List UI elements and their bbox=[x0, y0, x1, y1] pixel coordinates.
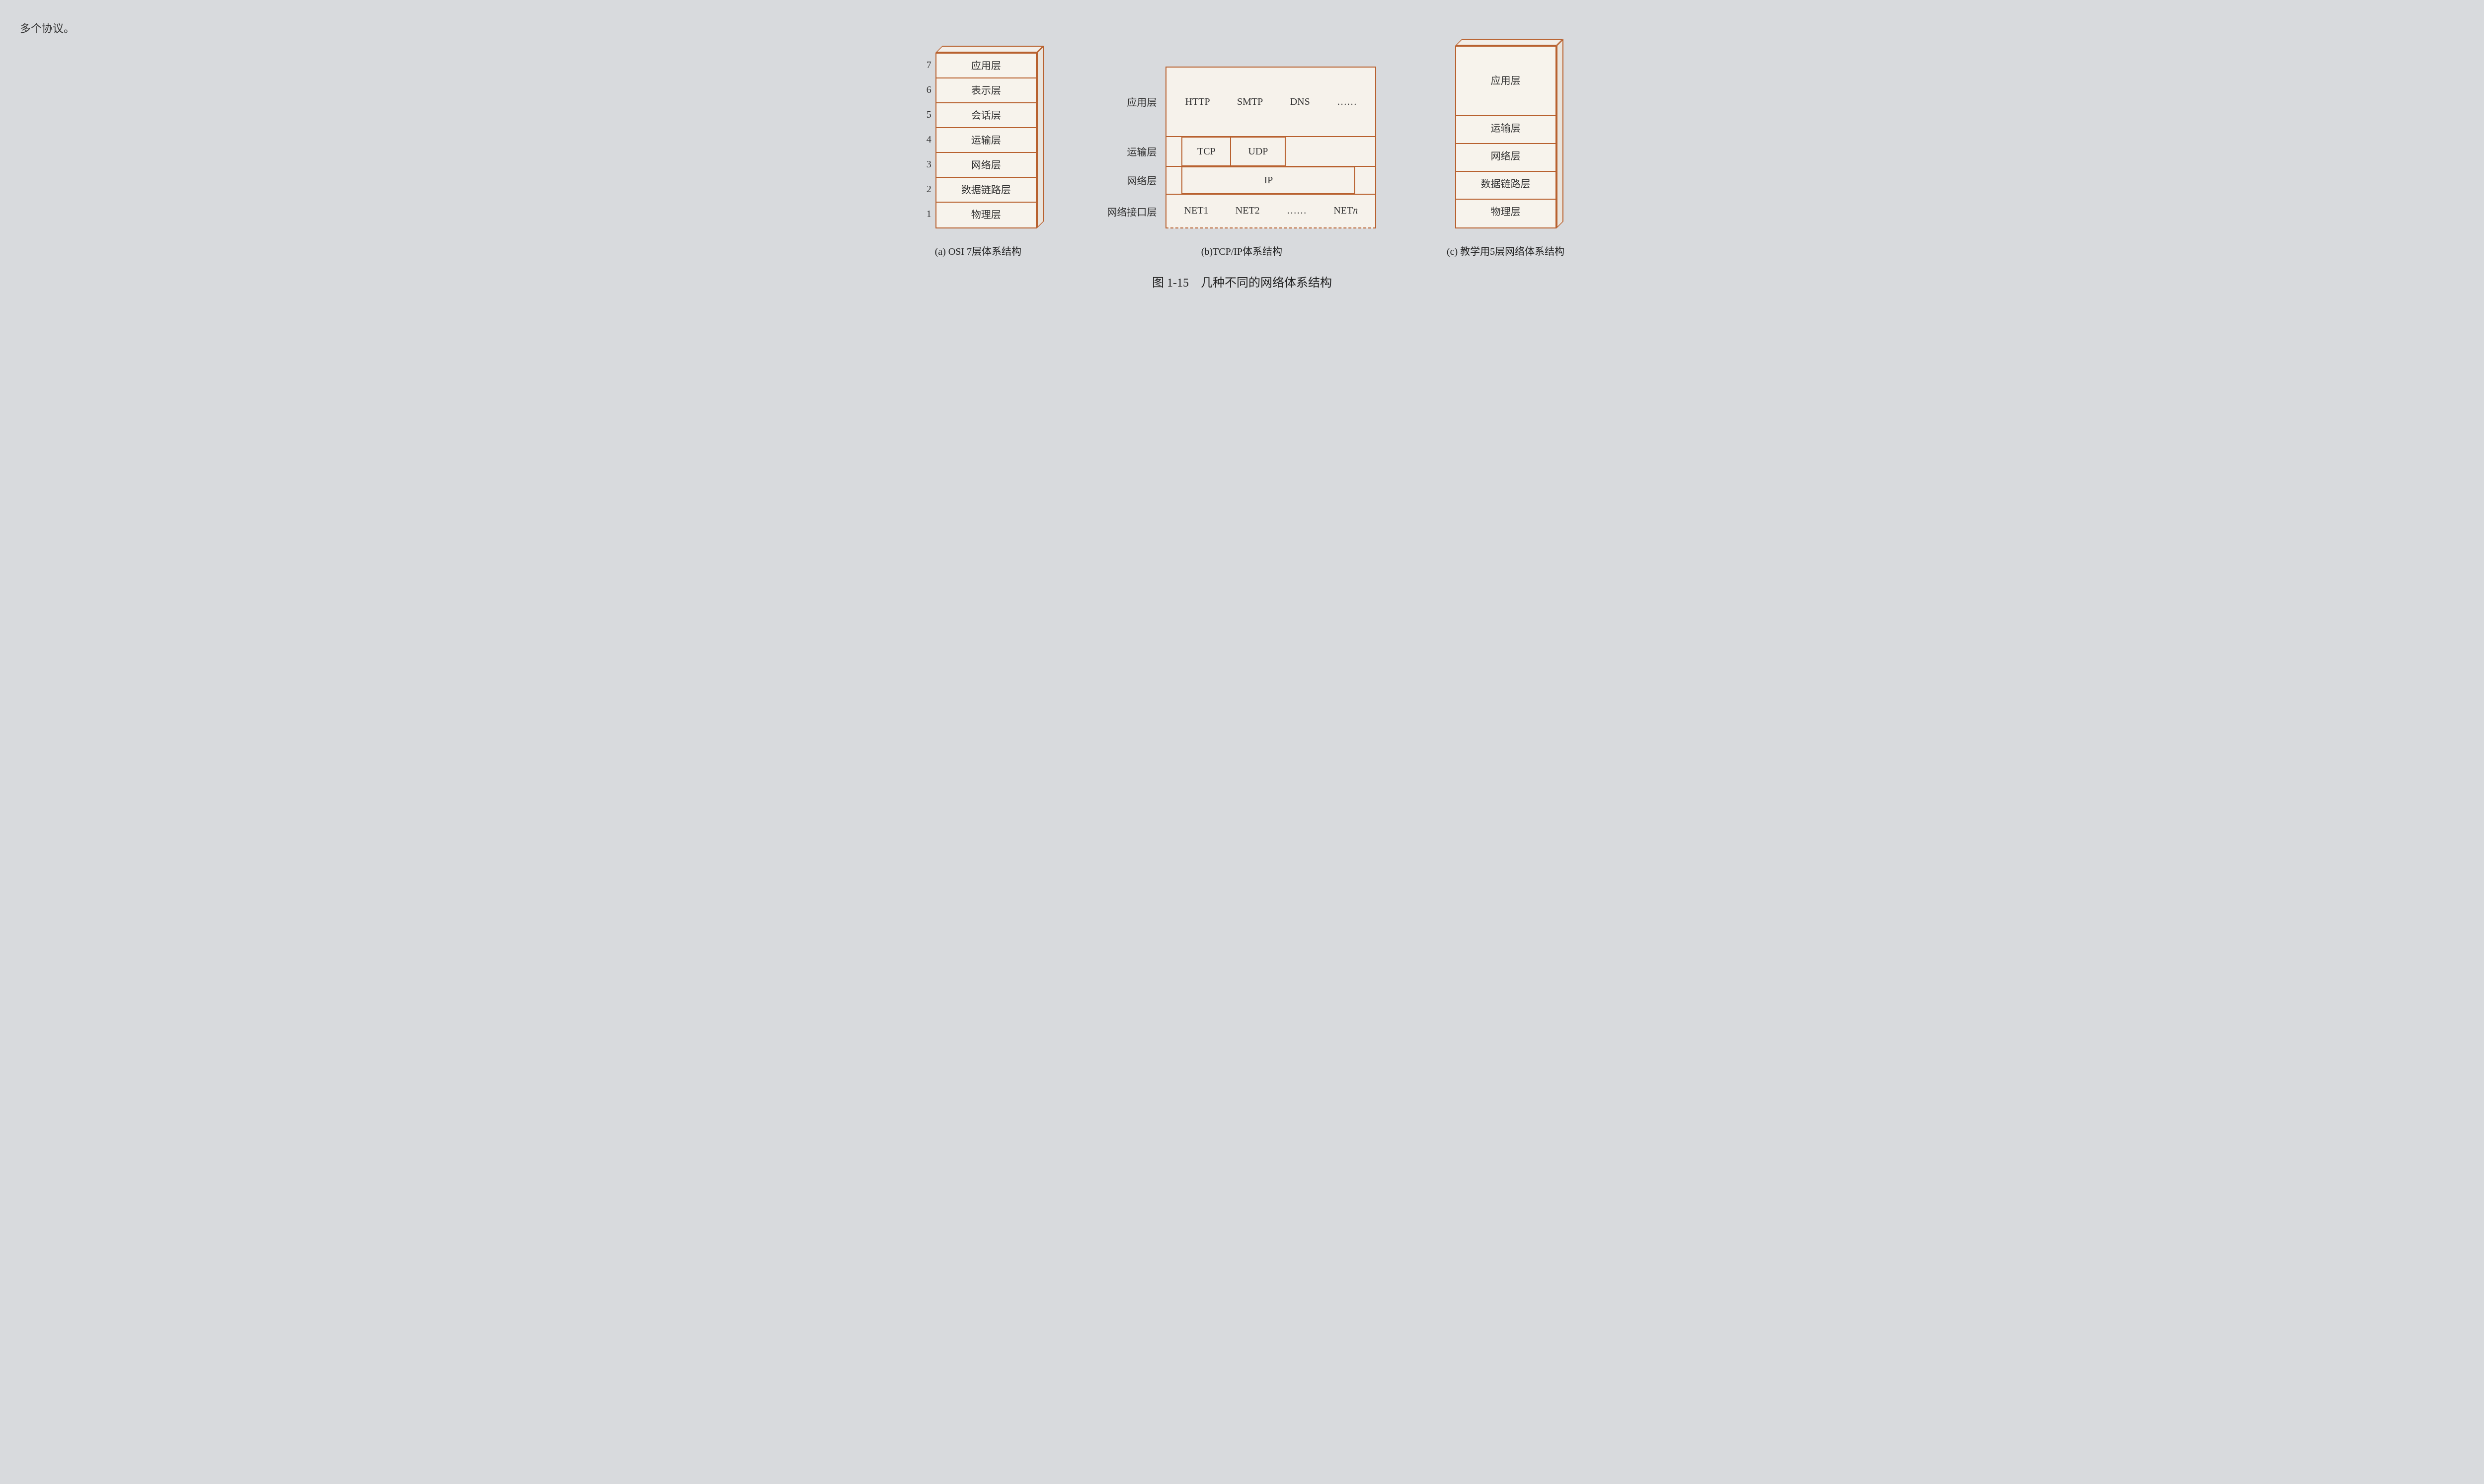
osi-num: 5 bbox=[920, 102, 932, 127]
osi-num: 2 bbox=[920, 177, 932, 202]
tcpip-caption: (b)TCP/IP体系结构 bbox=[1201, 243, 1282, 258]
osi-num: 4 bbox=[920, 127, 932, 152]
stack-side-face bbox=[1037, 46, 1044, 228]
tcpip-app-row: HTTP SMTP DNS …… bbox=[1166, 68, 1375, 137]
five-layer-column: 应用层 运输层 网络层 数据链路层 物理层 (c) 教学用5层网络体系结构 bbox=[1447, 46, 1564, 258]
osi-front-face: 应用层 表示层 会话层 运输层 网络层 数据链路层 物理层 bbox=[935, 53, 1037, 228]
five-stack: 应用层 运输层 网络层 数据链路层 物理层 bbox=[1455, 46, 1556, 228]
tcpip-network-row: IP bbox=[1166, 167, 1375, 195]
tcpip-label-network: 网络层 bbox=[1107, 166, 1161, 194]
net-ellipsis: …… bbox=[1287, 205, 1307, 217]
protocol-http: HTTP bbox=[1185, 96, 1210, 108]
five-layer: 应用层 bbox=[1456, 47, 1555, 116]
net-item: NET2 bbox=[1236, 205, 1260, 217]
tcpip-label-transport: 运输层 bbox=[1107, 136, 1161, 166]
five-layer: 数据链路层 bbox=[1456, 172, 1555, 200]
net-item: NETnNETn bbox=[1333, 205, 1358, 217]
page-text-fragment: 多个协议。 bbox=[20, 20, 2474, 36]
tcpip-interface-row: NET1 NET2 …… NETnNETn bbox=[1165, 194, 1376, 228]
five-layer: 网络层 bbox=[1456, 144, 1555, 172]
osi-num: 6 bbox=[920, 77, 932, 102]
osi-num: 7 bbox=[920, 53, 932, 77]
osi-layer: 数据链路层 bbox=[936, 178, 1036, 203]
protocol-smtp: SMTP bbox=[1237, 96, 1263, 108]
five-layer: 运输层 bbox=[1456, 116, 1555, 144]
osi-num: 3 bbox=[920, 152, 932, 177]
protocol-ip: IP bbox=[1181, 166, 1355, 194]
osi-layer: 会话层 bbox=[936, 103, 1036, 128]
osi-stack: 应用层 表示层 会话层 运输层 网络层 数据链路层 物理层 bbox=[935, 53, 1037, 228]
five-layer: 物理层 bbox=[1456, 200, 1555, 227]
figure-1-15: 7 6 5 4 3 2 1 应用层 表示层 会话层 运输层 网络层 数据链路层 … bbox=[894, 46, 1590, 258]
protocol-udp: UDP bbox=[1231, 137, 1286, 166]
five-caption: (c) 教学用5层网络体系结构 bbox=[1447, 243, 1564, 258]
osi-column: 7 6 5 4 3 2 1 应用层 表示层 会话层 运输层 网络层 数据链路层 … bbox=[920, 53, 1037, 258]
figure-main-caption: 图 1-15 几种不同的网络体系结构 bbox=[10, 273, 2474, 290]
tcpip-label-interface: 网络接口层 bbox=[1107, 194, 1161, 228]
osi-num: 1 bbox=[920, 202, 932, 226]
osi-layer: 网络层 bbox=[936, 153, 1036, 178]
stack-side-face bbox=[1556, 39, 1563, 228]
tcpip-diagram: 应用层 运输层 网络层 网络接口层 HTTP SMTP DNS …… TCP U… bbox=[1107, 67, 1376, 228]
osi-layer: 运输层 bbox=[936, 128, 1036, 153]
tcpip-transport-row: TCP UDP bbox=[1166, 137, 1375, 167]
osi-layer: 表示层 bbox=[936, 78, 1036, 103]
osi-layer: 物理层 bbox=[936, 203, 1036, 227]
tcpip-column: 应用层 运输层 网络层 网络接口层 HTTP SMTP DNS …… TCP U… bbox=[1107, 67, 1376, 258]
stack-top-face bbox=[935, 46, 1044, 53]
osi-caption: (a) OSI 7层体系结构 bbox=[935, 243, 1021, 258]
tcpip-label-app: 应用层 bbox=[1107, 67, 1161, 136]
stack-top-face bbox=[1455, 39, 1563, 46]
protocol-tcp: TCP bbox=[1181, 137, 1231, 166]
osi-layer-numbers: 7 6 5 4 3 2 1 bbox=[920, 53, 932, 226]
tcpip-row-labels: 应用层 运输层 网络层 网络接口层 bbox=[1107, 67, 1161, 228]
net-item: NET1 bbox=[1184, 205, 1209, 217]
protocol-dns: DNS bbox=[1290, 96, 1310, 108]
five-front-face: 应用层 运输层 网络层 数据链路层 物理层 bbox=[1455, 46, 1556, 228]
protocol-ellipsis: …… bbox=[1337, 96, 1357, 108]
osi-layer: 应用层 bbox=[936, 54, 1036, 78]
tcpip-box: HTTP SMTP DNS …… TCP UDP IP NET1 NET2 ……… bbox=[1165, 67, 1376, 228]
